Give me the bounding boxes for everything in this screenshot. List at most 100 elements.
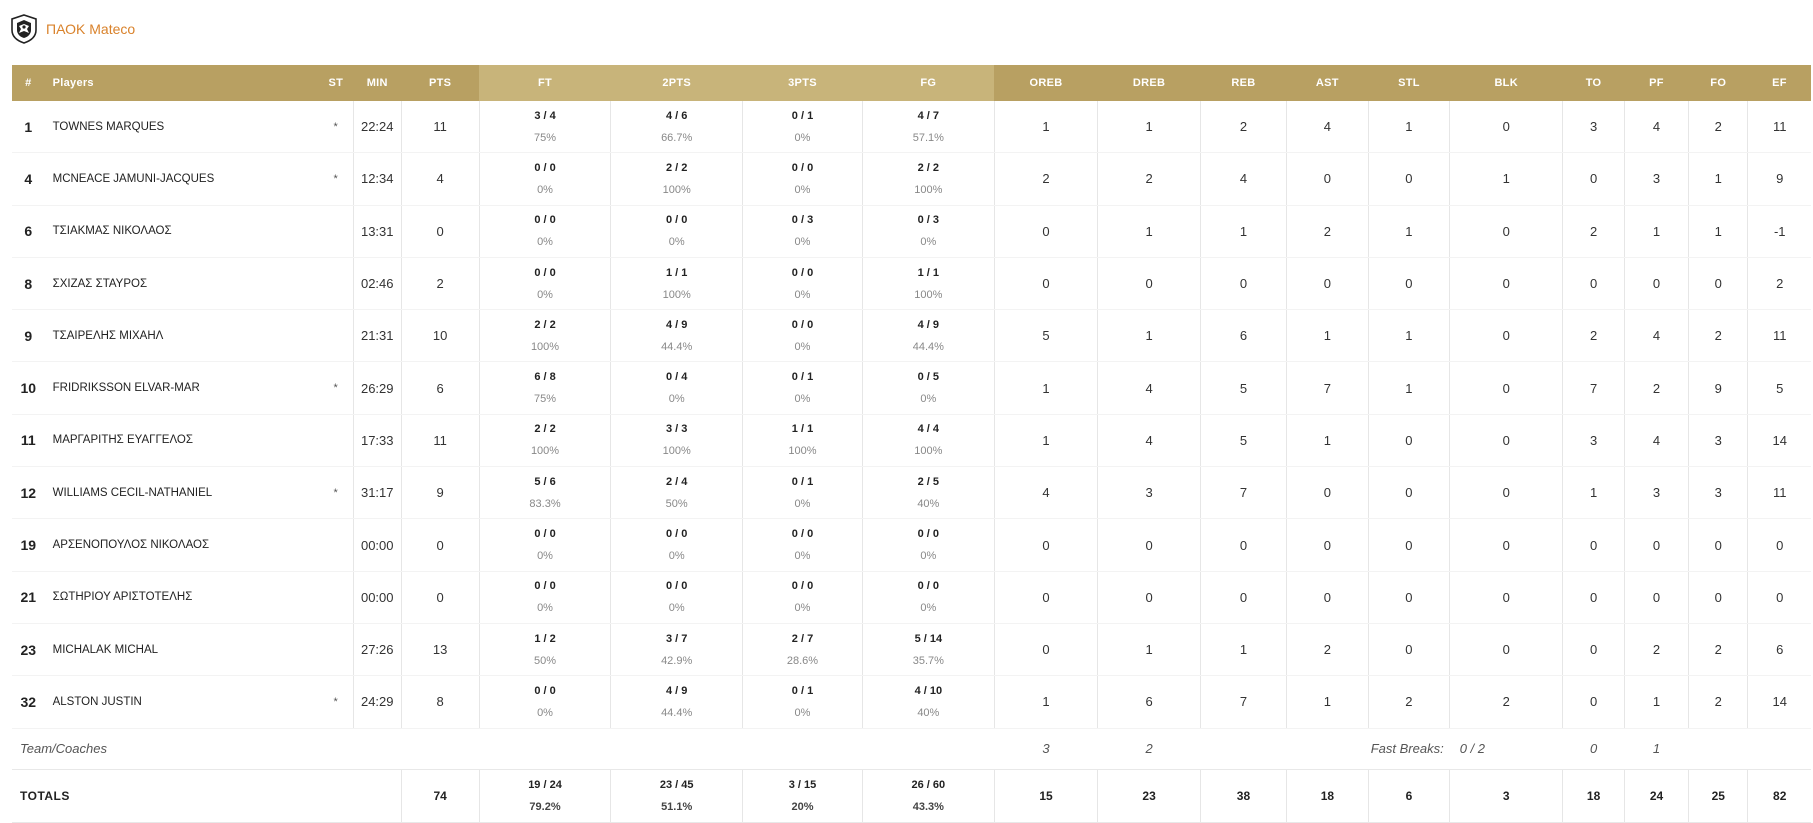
player-ef: 14 [1747,414,1811,468]
player-name[interactable]: ΑΡΣΕΝΟΠΟΥΛΟΣ ΝΙΚΟΛΑΟΣ [44,518,319,572]
player-fg: 4 / 4 100% [862,414,995,468]
player-name[interactable]: ΣΩΤΗΡΙΟΥ ΑΡΙΣΤΟΤΕΛΗΣ [44,571,319,624]
player-pts: 9 [400,466,480,520]
player-pts: 0 [400,571,480,624]
player-ft: 0 / 0 0% [478,675,611,729]
player-number: 8 [12,257,45,311]
player-2pts-pct: 50% [665,497,688,510]
col-header-players[interactable]: Players [44,65,319,101]
player-ft-made: 3 / 4 [534,109,556,122]
player-fg-made: 0 / 0 [917,528,940,541]
player-ft: 0 / 0 0% [478,257,611,311]
player-blk: 0 [1449,623,1563,677]
col-header-to[interactable]: TO [1562,65,1625,101]
player-reb: 0 [1199,571,1287,624]
player-name[interactable]: ALSTON JUSTIN [44,675,319,729]
totals-fg-pct: 43.3% [912,800,944,813]
player-name[interactable]: ΤΣΑΙΡΕΛΗΣ ΜΙΧΑΗΛ [44,309,319,363]
col-header-dreb[interactable]: DREB [1097,65,1201,101]
player-3pts: 0 / 1 0% [742,101,863,154]
table-row: 8 ΣΧΙΖΑΣ ΣΤΑΥΡΟΣ 02:46 2 0 / 0 0% 1 / 1 100% 0 /… [12,257,1811,311]
player-pts: 6 [400,361,480,415]
player-2pts: 0 / 0 0% [610,205,743,258]
player-2pts: 2 / 2 100% [610,152,743,206]
starter-mark [318,414,354,468]
table-row: 11 ΜΑΡΓΑΡΙΤΗΣ ΕΥΑΓΓΕΛΟΣ 17:33 11 2 / 2 100% 3 … [12,414,1811,468]
player-reb: 1 [1199,623,1287,677]
player-2pts: 3 / 3 100% [610,414,743,468]
player-fg-pct: 0% [920,550,937,563]
col-header-3pts[interactable]: 3PTS [742,65,863,101]
player-fg-pct: 40% [917,706,940,719]
col-header-ast[interactable]: AST [1286,65,1369,101]
totals-2pts-pct: 51.1% [661,800,693,813]
player-ft-made: 0 / 0 [534,580,556,593]
totals-row: TOTALS 74 19 / 24 79.2% 23 / 45 51.1% 3 / … [12,768,1811,823]
player-ft: 3 / 4 75% [478,101,611,154]
player-ft-made: 6 / 8 [534,371,556,384]
player-min: 21:31 [352,309,402,363]
player-pf: 0 [1623,518,1689,572]
player-name[interactable]: FRIDRIKSSON ELVAR-MAR [44,361,319,415]
player-name[interactable]: WILLIAMS CECIL-NATHANIEL [44,466,319,520]
col-header-min[interactable]: MIN [353,65,402,101]
totals-3pts-pct: 20% [791,800,814,813]
player-3pts-pct: 0% [794,131,811,144]
player-to: 0 [1562,257,1625,311]
col-header-pts[interactable]: PTS [401,65,480,101]
player-name[interactable]: ΣΧΙΖΑΣ ΣΤΑΥΡΟΣ [44,257,319,311]
player-reb: 5 [1199,414,1287,468]
player-dreb: 0 [1097,257,1201,311]
player-ft: 0 / 0 0% [478,518,611,572]
col-header-fo[interactable]: FO [1688,65,1748,101]
player-ft-made: 0 / 0 [534,214,556,227]
player-3pts: 0 / 0 0% [742,518,863,572]
col-header-blk[interactable]: BLK [1449,65,1563,101]
team-name[interactable]: ΠΑΟΚ Mateco [46,21,136,37]
player-min: 27:26 [352,623,402,677]
col-header-ft[interactable]: FT [479,65,611,101]
col-header-st[interactable]: ST [318,65,354,101]
team-oreb: 3 [1042,741,1050,757]
totals-dreb: 23 [1097,768,1201,823]
player-reb: 6 [1199,309,1287,363]
col-header-fg[interactable]: FG [862,65,995,101]
player-name[interactable]: MICHALAK MICHAL [44,623,319,677]
player-dreb: 0 [1097,571,1201,624]
player-pf: 1 [1623,205,1689,258]
player-name[interactable]: TOWNES MARQUES [44,101,319,154]
player-ft-pct: 83.3% [529,497,561,510]
player-3pts-made: 0 / 1 [791,109,814,122]
player-ft-made: 1 / 2 [534,632,556,645]
totals-stl: 6 [1367,768,1450,823]
player-dreb: 1 [1097,309,1201,363]
col-header-oreb[interactable]: OREB [994,65,1098,101]
player-to: 2 [1562,205,1625,258]
player-oreb: 0 [993,518,1098,572]
col-header-pf[interactable]: PF [1624,65,1689,101]
col-header-num[interactable]: # [12,65,45,101]
col-header-2pts[interactable]: 2PTS [610,65,743,101]
col-header-ef[interactable]: EF [1747,65,1811,101]
player-number: 11 [12,414,45,468]
player-ef: 11 [1747,101,1811,154]
player-ast: 2 [1286,205,1369,258]
player-ft: 1 / 2 50% [478,623,611,677]
player-ef: 2 [1747,257,1811,311]
team-header: ΠΑΟΚ Mateco [10,13,135,45]
player-pts: 11 [400,414,480,468]
player-dreb: 0 [1097,518,1201,572]
player-oreb: 0 [993,623,1098,677]
player-ft-pct: 75% [534,131,557,144]
table-row: 23 MICHALAK MICHAL 27:26 13 1 / 2 50% 3 / 7 42.… [12,623,1811,677]
col-header-reb[interactable]: REB [1200,65,1287,101]
player-name[interactable]: MCNEACE JAMUNI-JACQUES [44,152,319,206]
player-dreb: 3 [1097,466,1201,520]
player-name[interactable]: ΜΑΡΓΑΡΙΤΗΣ ΕΥΑΓΓΕΛΟΣ [44,414,319,468]
col-header-stl[interactable]: STL [1368,65,1450,101]
player-2pts-pct: 44.4% [661,340,693,353]
player-name[interactable]: ΤΣΙΑΚΜΑΣ ΝΙΚΟΛΑΟΣ [44,205,319,258]
totals-ft: 19 / 24 79.2% [478,768,611,823]
player-number: 23 [12,623,45,677]
player-reb: 0 [1199,257,1287,311]
